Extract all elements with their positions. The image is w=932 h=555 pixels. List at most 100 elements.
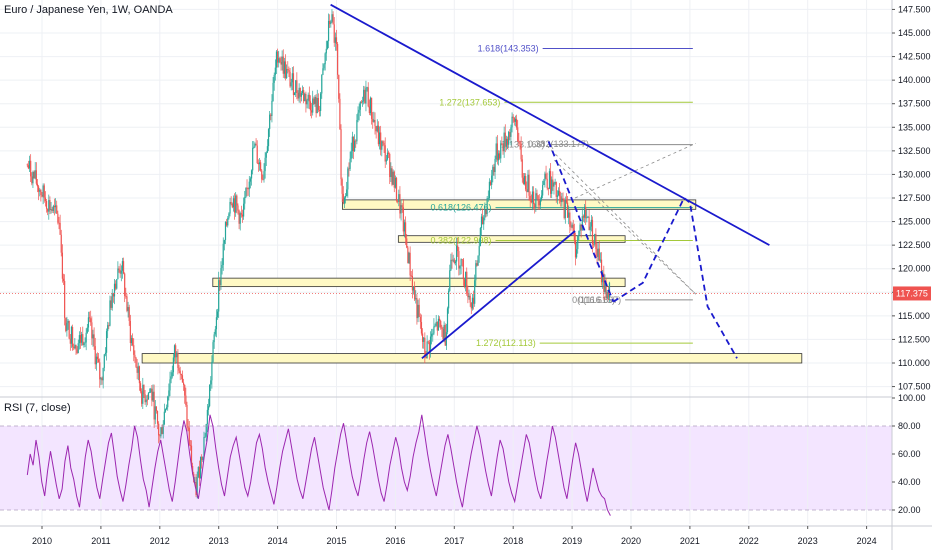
candle <box>482 208 484 225</box>
candle-body <box>401 205 403 208</box>
candle <box>247 187 249 196</box>
candle <box>576 242 578 259</box>
candle-body <box>529 195 531 201</box>
candle-body <box>603 273 605 292</box>
candle <box>476 260 478 267</box>
candle-body <box>168 390 170 397</box>
candle <box>26 163 28 168</box>
candle-body <box>606 291 608 299</box>
candle-body <box>261 170 263 180</box>
candle <box>513 117 515 126</box>
candle-body <box>408 252 410 264</box>
candle <box>434 323 436 328</box>
candle <box>510 124 512 146</box>
candle-body <box>399 194 401 214</box>
candle-body <box>406 238 408 248</box>
candle-body <box>536 193 538 196</box>
candle-body <box>579 224 581 231</box>
candle <box>32 170 34 189</box>
candle <box>307 92 309 109</box>
candle-body <box>151 388 153 401</box>
trendline-descending[interactable] <box>330 3 770 246</box>
candle <box>593 240 595 248</box>
candle <box>326 40 329 50</box>
candle-body <box>337 43 339 75</box>
candle <box>272 76 274 102</box>
candle-body <box>442 329 444 339</box>
candle-body <box>90 318 92 323</box>
candle-body <box>513 117 515 122</box>
candle-body <box>363 89 365 102</box>
candle-body <box>315 96 317 114</box>
candle-body <box>104 352 107 355</box>
candle <box>479 227 481 247</box>
candle-body <box>252 147 254 171</box>
candle <box>129 314 131 352</box>
candle <box>380 125 382 156</box>
candle-body <box>505 138 508 147</box>
candle <box>606 289 608 299</box>
candle <box>392 169 394 185</box>
price-tick-label: 115.000 <box>898 311 930 321</box>
candle <box>86 323 88 334</box>
candle <box>322 63 324 76</box>
candle-body <box>101 378 103 381</box>
trendline-ascending[interactable] <box>421 230 576 359</box>
candle-body <box>68 320 70 339</box>
candle-body <box>299 87 301 97</box>
candle <box>134 350 136 363</box>
candle-body <box>463 279 466 287</box>
rsi-tick-label: 20.00 <box>898 505 921 515</box>
candle <box>165 404 168 411</box>
candle <box>130 335 133 346</box>
support-zone[interactable] <box>212 277 626 288</box>
candle <box>340 124 342 186</box>
candle <box>554 178 556 185</box>
candle <box>111 289 113 311</box>
candle <box>523 173 526 186</box>
candle-body <box>344 195 347 198</box>
candle <box>122 257 125 275</box>
candle <box>159 434 161 443</box>
candle <box>53 198 56 216</box>
candle <box>378 126 381 150</box>
candle <box>44 191 46 207</box>
candle-body <box>365 87 367 104</box>
candle <box>496 135 498 165</box>
candle-body <box>250 170 253 179</box>
candle <box>478 239 480 263</box>
candle <box>446 306 449 335</box>
support-zone[interactable] <box>141 353 803 364</box>
candle <box>423 337 425 349</box>
candle-body <box>287 68 289 71</box>
candle <box>552 171 554 191</box>
projection-drop[interactable] <box>547 141 615 303</box>
candle-body <box>360 101 363 103</box>
projection-path[interactable] <box>612 196 738 359</box>
candle <box>207 398 210 416</box>
candle <box>36 178 39 193</box>
candle <box>288 66 290 78</box>
candle <box>121 257 124 279</box>
candle-body <box>206 409 208 425</box>
candle <box>233 193 236 220</box>
candle-body <box>241 214 244 217</box>
candle <box>226 218 228 227</box>
candle <box>81 331 83 346</box>
candle <box>494 155 496 179</box>
candle <box>222 237 224 271</box>
candle <box>493 163 495 176</box>
candle <box>204 432 206 438</box>
candle <box>263 163 265 183</box>
candle <box>564 196 566 224</box>
candle <box>252 141 254 175</box>
candle <box>385 154 387 165</box>
candle-body <box>96 356 99 360</box>
candle-body <box>493 166 495 173</box>
candle-body <box>377 125 380 145</box>
price-tick-label: 122.500 <box>898 240 931 250</box>
candle <box>535 188 537 212</box>
candle <box>436 321 438 336</box>
support-zone[interactable] <box>397 235 626 243</box>
